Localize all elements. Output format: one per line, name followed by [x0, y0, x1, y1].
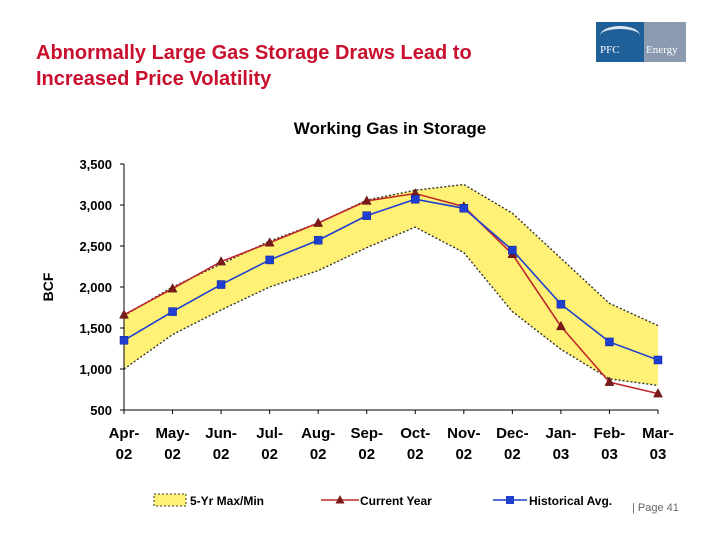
y-tick-label: 2,000 — [79, 280, 112, 295]
series-point-0 — [604, 376, 615, 386]
x-tick-label-month: Nov- — [447, 425, 480, 442]
series-point-1 — [411, 195, 420, 204]
x-tick-label-year: 02 — [455, 446, 472, 463]
y-tick-label: 3,000 — [79, 198, 112, 213]
x-tick-label-month: Jun- — [205, 425, 237, 442]
x-tick-label-year: 03 — [601, 446, 618, 463]
legend-marker-current — [335, 495, 345, 504]
legend-swatch-band — [153, 493, 187, 507]
x-tick-label-month: Feb- — [594, 425, 626, 442]
y-tick-label: 1,000 — [79, 362, 112, 377]
series-point-1 — [265, 255, 274, 265]
logo-block: PFC — [596, 22, 644, 62]
x-tick-label-month: Apr- — [109, 425, 140, 442]
series-point-1 — [362, 211, 371, 220]
x-tick-label-year: 02 — [504, 446, 521, 463]
y-tick-label: 2,500 — [79, 239, 112, 254]
series-point-0 — [361, 195, 372, 205]
page-number: | Page 41 — [632, 502, 679, 514]
y-tick-label: 500 — [90, 403, 112, 418]
x-tick-label-year: 02 — [116, 446, 133, 463]
series-point-0 — [264, 237, 275, 247]
x-tick-label-year: 03 — [553, 446, 570, 463]
x-tick-label-year: 02 — [358, 446, 375, 463]
series-point-1 — [556, 299, 566, 309]
series-line-0 — [123, 192, 659, 395]
series-point-0 — [555, 320, 566, 331]
legend-label-historical: Historical Avg. — [529, 494, 612, 508]
series-point-0 — [119, 309, 129, 319]
x-tick-label-year: 02 — [213, 446, 230, 463]
series-point-1 — [459, 204, 469, 213]
series-point-1 — [119, 336, 129, 345]
series-point-1 — [605, 337, 614, 347]
x-tick-label-year: 02 — [310, 446, 327, 463]
x-tick-label-month: Dec- — [496, 425, 529, 442]
series-point-0 — [216, 256, 227, 266]
series-point-1 — [216, 280, 226, 289]
x-tick-label-month: May- — [155, 425, 189, 442]
x-tick-label-month: Aug- — [301, 425, 335, 442]
x-tick-label-month: Jul- — [256, 425, 283, 442]
x-tick-label-month: Jan- — [545, 425, 576, 442]
x-tick-label-year: 02 — [261, 446, 278, 463]
band-max-line — [123, 183, 659, 327]
legend-label-current: Current Year — [360, 494, 432, 508]
series-point-1 — [313, 236, 323, 245]
y-axis-label: BCF — [40, 272, 56, 301]
logo-text-right: Energy — [646, 44, 678, 56]
series-point-0 — [313, 217, 324, 227]
legend-label-band: 5-Yr Max/Min — [190, 494, 264, 508]
logo-text-left: PFC — [600, 44, 620, 56]
x-tick-label-month: Sep- — [350, 425, 383, 442]
x-tick-label-month: Mar- — [642, 425, 674, 442]
x-tick-label-year: 02 — [407, 446, 424, 463]
series-line-1 — [123, 198, 659, 361]
series-point-1 — [168, 307, 177, 316]
x-tick-label-month: Oct- — [400, 425, 430, 442]
series-point-0 — [167, 283, 178, 293]
series-point-1 — [508, 245, 517, 255]
y-tick-label: 1,500 — [79, 321, 112, 336]
legend-marker-historical — [506, 496, 514, 504]
band-min-line — [123, 226, 659, 387]
logo-swoosh-icon — [600, 26, 640, 45]
band-area — [124, 184, 658, 386]
series-point-0 — [653, 388, 663, 398]
company-logo: PFC Energy — [596, 22, 686, 62]
x-tick-label-year: 03 — [650, 446, 667, 463]
x-tick-label-year: 02 — [164, 446, 181, 463]
slide-title-line-2: Increased Price Volatility — [36, 68, 272, 90]
slide-title: Abnormally Large Gas Storage Draws Lead … — [36, 40, 596, 92]
y-tick-label: 3,500 — [79, 157, 112, 172]
chart-title: Working Gas in Storage — [294, 119, 486, 138]
series-point-1 — [653, 355, 663, 365]
slide-title-line-1: Abnormally Large Gas Storage Draws Lead … — [36, 42, 472, 64]
